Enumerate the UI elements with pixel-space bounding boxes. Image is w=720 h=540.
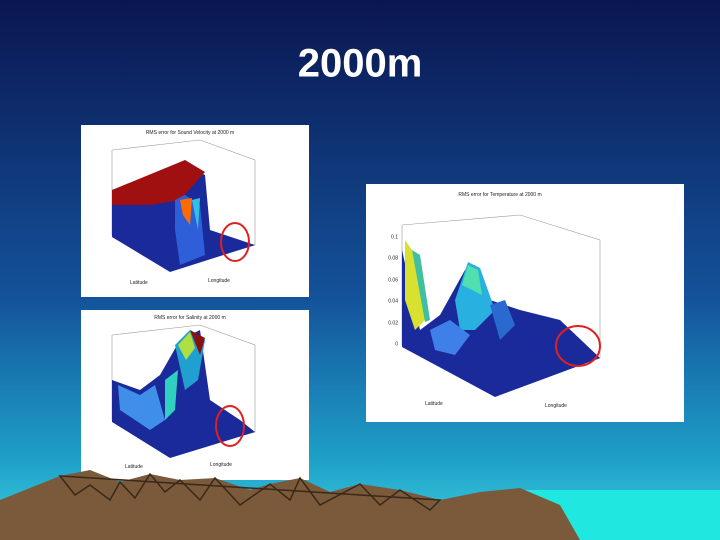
surface	[118, 385, 165, 430]
z-tick-label: 0.06	[388, 277, 398, 283]
figure: RMS error for Temperature at 2000 m 0.1 …	[366, 184, 684, 422]
z-tick-label: 0.08	[388, 255, 398, 261]
z-tick-label: 0	[395, 341, 398, 347]
y-axis-label: Latitude	[125, 464, 143, 470]
surface	[430, 320, 470, 355]
slide-title: 2000m	[298, 42, 423, 86]
mountain-ridges	[58, 472, 442, 511]
mountains	[0, 470, 580, 540]
surface	[190, 330, 205, 355]
figure-title: RMS error for Sound Velocity at 2000 m	[146, 130, 234, 136]
surface	[462, 265, 482, 295]
highlight-circle	[215, 405, 245, 447]
z-tick-label: 0.1	[391, 234, 398, 240]
surface	[412, 250, 430, 322]
figure-title: RMS error for Salinity at 2000 m	[154, 315, 225, 321]
surface	[405, 240, 425, 330]
highlight-circle	[555, 325, 601, 367]
x-axis-label: Longitude	[208, 278, 230, 284]
surface	[178, 332, 195, 360]
figure: RMS error for Sound Velocity at 2000 m L…	[81, 125, 309, 297]
x-axis-label: Longitude	[210, 462, 232, 468]
figure: RMS error for Salinity at 2000 m Latitud…	[81, 310, 309, 480]
surface	[490, 300, 515, 340]
z-tick-label: 0.02	[388, 320, 398, 326]
figure-title: RMS error for Temperature at 2000 m	[458, 192, 541, 198]
surface	[180, 198, 192, 225]
z-tick-label: 0.04	[388, 298, 398, 304]
y-axis-label: Latitude	[130, 280, 148, 286]
surface	[165, 370, 178, 420]
surface	[192, 198, 200, 230]
x-axis-label: Longitude	[545, 403, 567, 409]
highlight-circle	[220, 222, 250, 262]
y-axis-label: Latitude	[425, 401, 443, 407]
surface	[112, 160, 205, 205]
